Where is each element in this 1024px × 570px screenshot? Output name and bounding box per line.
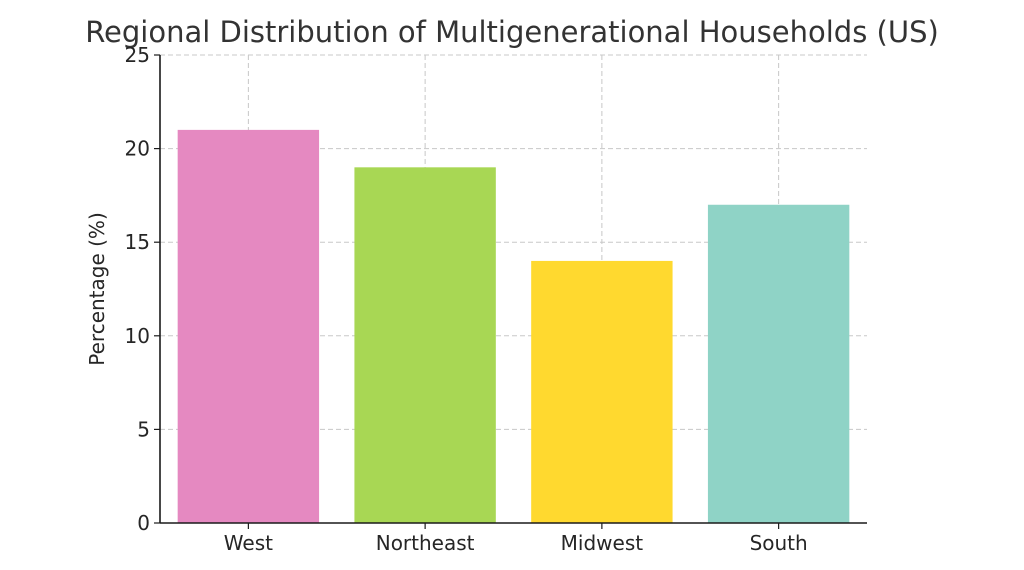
x-tick-label: South (750, 531, 808, 555)
bar-midwest (531, 260, 673, 523)
y-tick-label: 5 (137, 417, 150, 441)
y-tick-label: 25 (125, 43, 150, 67)
y-tick-label: 15 (125, 230, 150, 254)
x-tick-label: West (224, 531, 273, 555)
axes (159, 55, 867, 524)
y-ticks: 0 5 10 15 20 25 (125, 43, 160, 535)
bar-west (177, 129, 320, 523)
chart-title: Regional Distribution of Multigeneration… (85, 15, 939, 49)
bar-northeast (354, 167, 496, 523)
x-tick-label: Northeast (376, 531, 475, 555)
y-tick-label: 10 (125, 324, 150, 348)
bars (177, 129, 850, 523)
bar-south (707, 204, 850, 523)
y-axis-label: Percentage (%) (85, 212, 109, 365)
x-ticks: West Northeast Midwest South (224, 523, 808, 555)
y-tick-label: 20 (125, 137, 150, 161)
x-tick-label: Midwest (561, 531, 644, 555)
y-tick-label: 0 (137, 511, 150, 535)
